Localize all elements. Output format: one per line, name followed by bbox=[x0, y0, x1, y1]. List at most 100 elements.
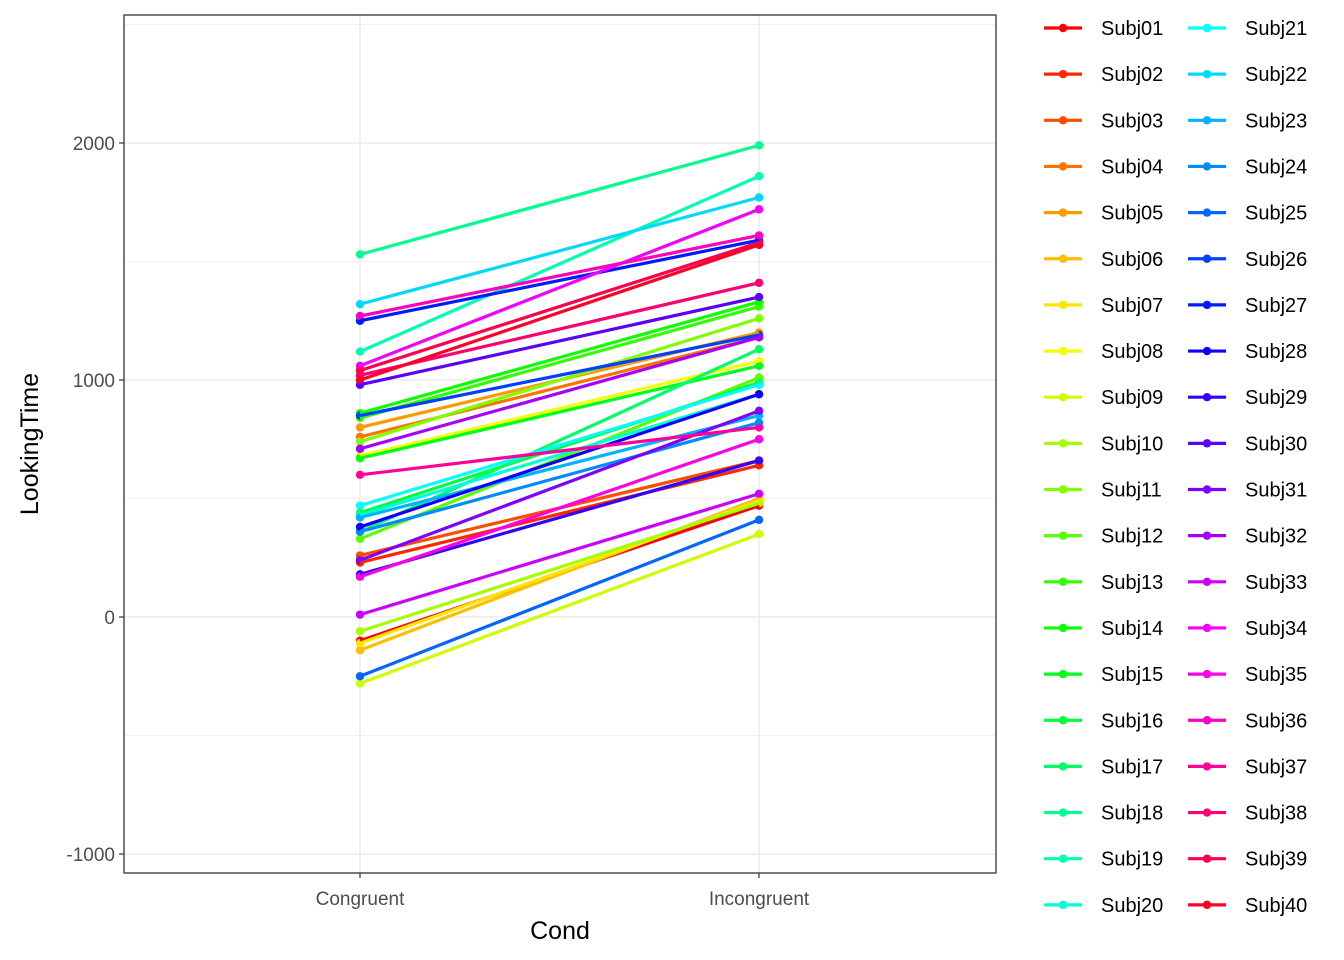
legend-key-point bbox=[1058, 900, 1068, 910]
series-line bbox=[359, 425, 760, 477]
y-axis-title: LookingTime bbox=[16, 373, 44, 515]
legend-key-point bbox=[1058, 854, 1068, 863]
x-tick-label: Incongruent bbox=[709, 889, 810, 910]
legend-item: Subj22 bbox=[1188, 64, 1307, 86]
x-axis-title: Cond bbox=[530, 917, 590, 945]
legend-label: Subj14 bbox=[1101, 618, 1163, 640]
legend-key-point bbox=[1202, 162, 1212, 171]
legend: Subj01 Subj02 Subj03 Subj04 Subj05 Subj06 Subj… bbox=[1044, 18, 1307, 917]
legend-item: Subj09 bbox=[1044, 387, 1163, 409]
legend-item: Subj23 bbox=[1188, 110, 1307, 132]
legend-label: Subj01 bbox=[1101, 18, 1163, 40]
legend-item: Subj39 bbox=[1188, 849, 1307, 871]
legend-key-point bbox=[1202, 116, 1212, 125]
legend-item: Subj17 bbox=[1044, 756, 1163, 778]
series-line bbox=[359, 392, 760, 517]
legend-label: Subj33 bbox=[1245, 572, 1307, 594]
legend-key-point bbox=[1058, 393, 1068, 402]
legend-key-point bbox=[1058, 116, 1068, 125]
legend-item: Subj08 bbox=[1044, 341, 1163, 363]
series-line bbox=[359, 421, 760, 534]
legend-item: Subj30 bbox=[1188, 433, 1307, 455]
legend-key-point bbox=[1202, 300, 1212, 310]
legend-key-point bbox=[1202, 346, 1212, 356]
legend-label: Subj26 bbox=[1245, 249, 1307, 271]
legend-item: Subj10 bbox=[1044, 433, 1163, 455]
legend-key-point bbox=[1202, 854, 1212, 863]
legend-key-point bbox=[1202, 623, 1212, 633]
legend-label: Subj10 bbox=[1101, 433, 1163, 455]
legend-key-point bbox=[1058, 762, 1068, 771]
legend-label: Subj19 bbox=[1101, 849, 1163, 871]
legend-item: Subj38 bbox=[1188, 803, 1307, 825]
legend-item: Subj33 bbox=[1188, 572, 1307, 594]
legend-key-point bbox=[1058, 531, 1068, 540]
x-tick-label: Congruent bbox=[316, 889, 405, 910]
series-line bbox=[359, 316, 760, 444]
series-line bbox=[359, 143, 760, 256]
legend-label: Subj30 bbox=[1245, 433, 1307, 455]
legend-item: Subj24 bbox=[1188, 156, 1307, 178]
grid-lines bbox=[124, 15, 996, 873]
legend-label: Subj40 bbox=[1245, 895, 1307, 917]
series-line bbox=[359, 304, 760, 420]
legend-item: Subj13 bbox=[1044, 572, 1163, 594]
legend-key-point bbox=[1058, 300, 1068, 310]
legend-label: Subj02 bbox=[1101, 64, 1163, 86]
legend-label: Subj18 bbox=[1101, 803, 1163, 825]
legend-item: Subj32 bbox=[1188, 526, 1307, 548]
legend-item: Subj34 bbox=[1188, 618, 1307, 640]
legend-key-point bbox=[1202, 208, 1212, 217]
series-line bbox=[359, 463, 760, 565]
legend-key-point bbox=[1058, 69, 1068, 79]
legend-key-point bbox=[1202, 669, 1212, 679]
series-lines bbox=[359, 143, 760, 685]
legend-label: Subj21 bbox=[1245, 18, 1307, 40]
legend-label: Subj32 bbox=[1245, 526, 1307, 548]
y-tick-label: 0 bbox=[104, 608, 115, 629]
series-line bbox=[359, 383, 760, 508]
legend-key-point bbox=[1202, 485, 1212, 494]
legend-key-point bbox=[1058, 577, 1068, 586]
legend-label: Subj23 bbox=[1245, 110, 1307, 132]
series-line bbox=[359, 335, 760, 451]
legend-item: Subj19 bbox=[1044, 849, 1163, 871]
series-line bbox=[359, 492, 760, 617]
legend-item: Subj37 bbox=[1188, 756, 1307, 778]
legend-key-point bbox=[1058, 23, 1068, 33]
y-tick-label: 2000 bbox=[73, 134, 115, 155]
axes: -1000 0 1000 2000 Congruent Incongruent bbox=[66, 134, 810, 910]
legend-item: Subj21 bbox=[1188, 18, 1307, 40]
legend-label: Subj17 bbox=[1101, 756, 1163, 778]
legend-item: Subj04 bbox=[1044, 156, 1163, 178]
legend-key-point bbox=[1058, 623, 1068, 633]
legend-item: Subj03 bbox=[1044, 110, 1163, 132]
legend-label: Subj13 bbox=[1101, 572, 1163, 594]
legend-key-point bbox=[1058, 346, 1068, 356]
legend-item: Subj01 bbox=[1044, 18, 1163, 40]
legend-label: Subj31 bbox=[1245, 480, 1307, 502]
series-line bbox=[359, 238, 760, 323]
legend-key-point bbox=[1202, 808, 1212, 817]
series-line bbox=[359, 174, 760, 354]
legend-item: Subj15 bbox=[1044, 664, 1163, 686]
legend-label: Subj38 bbox=[1245, 803, 1307, 825]
legend-key-point bbox=[1058, 716, 1068, 725]
legend-label: Subj16 bbox=[1101, 710, 1163, 732]
series-line bbox=[359, 532, 760, 685]
legend-key-point bbox=[1202, 439, 1212, 448]
series-line bbox=[359, 414, 760, 520]
legend-item: Subj28 bbox=[1188, 341, 1307, 363]
legend-key-point bbox=[1202, 762, 1212, 771]
series-line bbox=[359, 437, 760, 579]
data-point bbox=[754, 423, 764, 432]
legend-item: Subj40 bbox=[1188, 895, 1307, 917]
legend-key-point bbox=[1202, 716, 1212, 725]
legend-item: Subj27 bbox=[1188, 295, 1307, 317]
legend-item: Subj35 bbox=[1188, 664, 1307, 686]
legend-label: Subj36 bbox=[1245, 710, 1307, 732]
series-line bbox=[359, 243, 760, 382]
legend-key-point bbox=[1202, 69, 1212, 79]
legend-item: Subj06 bbox=[1044, 249, 1163, 271]
